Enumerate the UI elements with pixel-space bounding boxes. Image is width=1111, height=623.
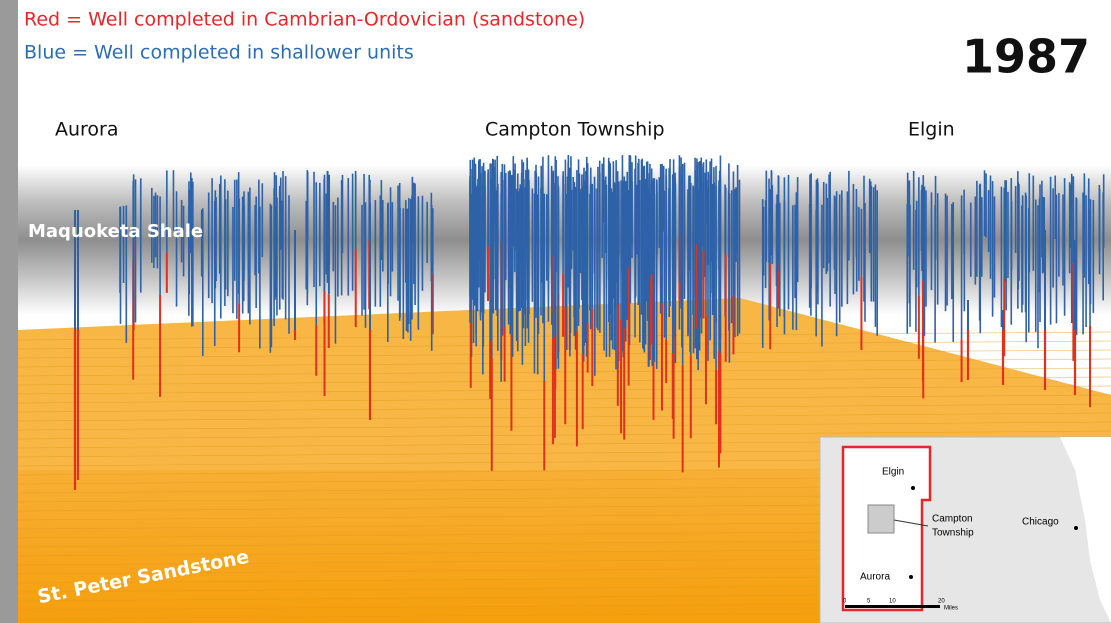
township-box (868, 505, 894, 533)
city-dot (911, 486, 915, 490)
location-label: Aurora (55, 119, 119, 141)
inset-label: Township (932, 528, 974, 539)
inset-label: Chicago (1022, 517, 1059, 528)
location-label: Elgin (908, 119, 955, 141)
layer-label: Maquoketa Shale (28, 221, 203, 242)
scale-label: 10 (889, 599, 896, 605)
scale-label: 20 (938, 599, 945, 605)
inset-map: Elgin Campton Township Chicago Aurora 0 … (820, 437, 1111, 623)
inset-label: Campton (932, 514, 973, 525)
legend-blue: Blue = Well completed in shallower units (24, 42, 414, 64)
inset-label: Aurora (860, 572, 890, 583)
scale-bar (845, 605, 940, 608)
inset-label: Elgin (882, 467, 904, 478)
year: 1987 (962, 30, 1090, 84)
city-dot (909, 575, 913, 579)
location-label: Campton Township (485, 119, 665, 141)
scene: Red = Well completed in Cambrian-Ordovic… (0, 0, 1111, 623)
left-border (0, 0, 18, 623)
scale-label: Miles (944, 606, 958, 612)
legend-red: Red = Well completed in Cambrian-Ordovic… (24, 9, 585, 31)
city-dot (1074, 526, 1078, 530)
